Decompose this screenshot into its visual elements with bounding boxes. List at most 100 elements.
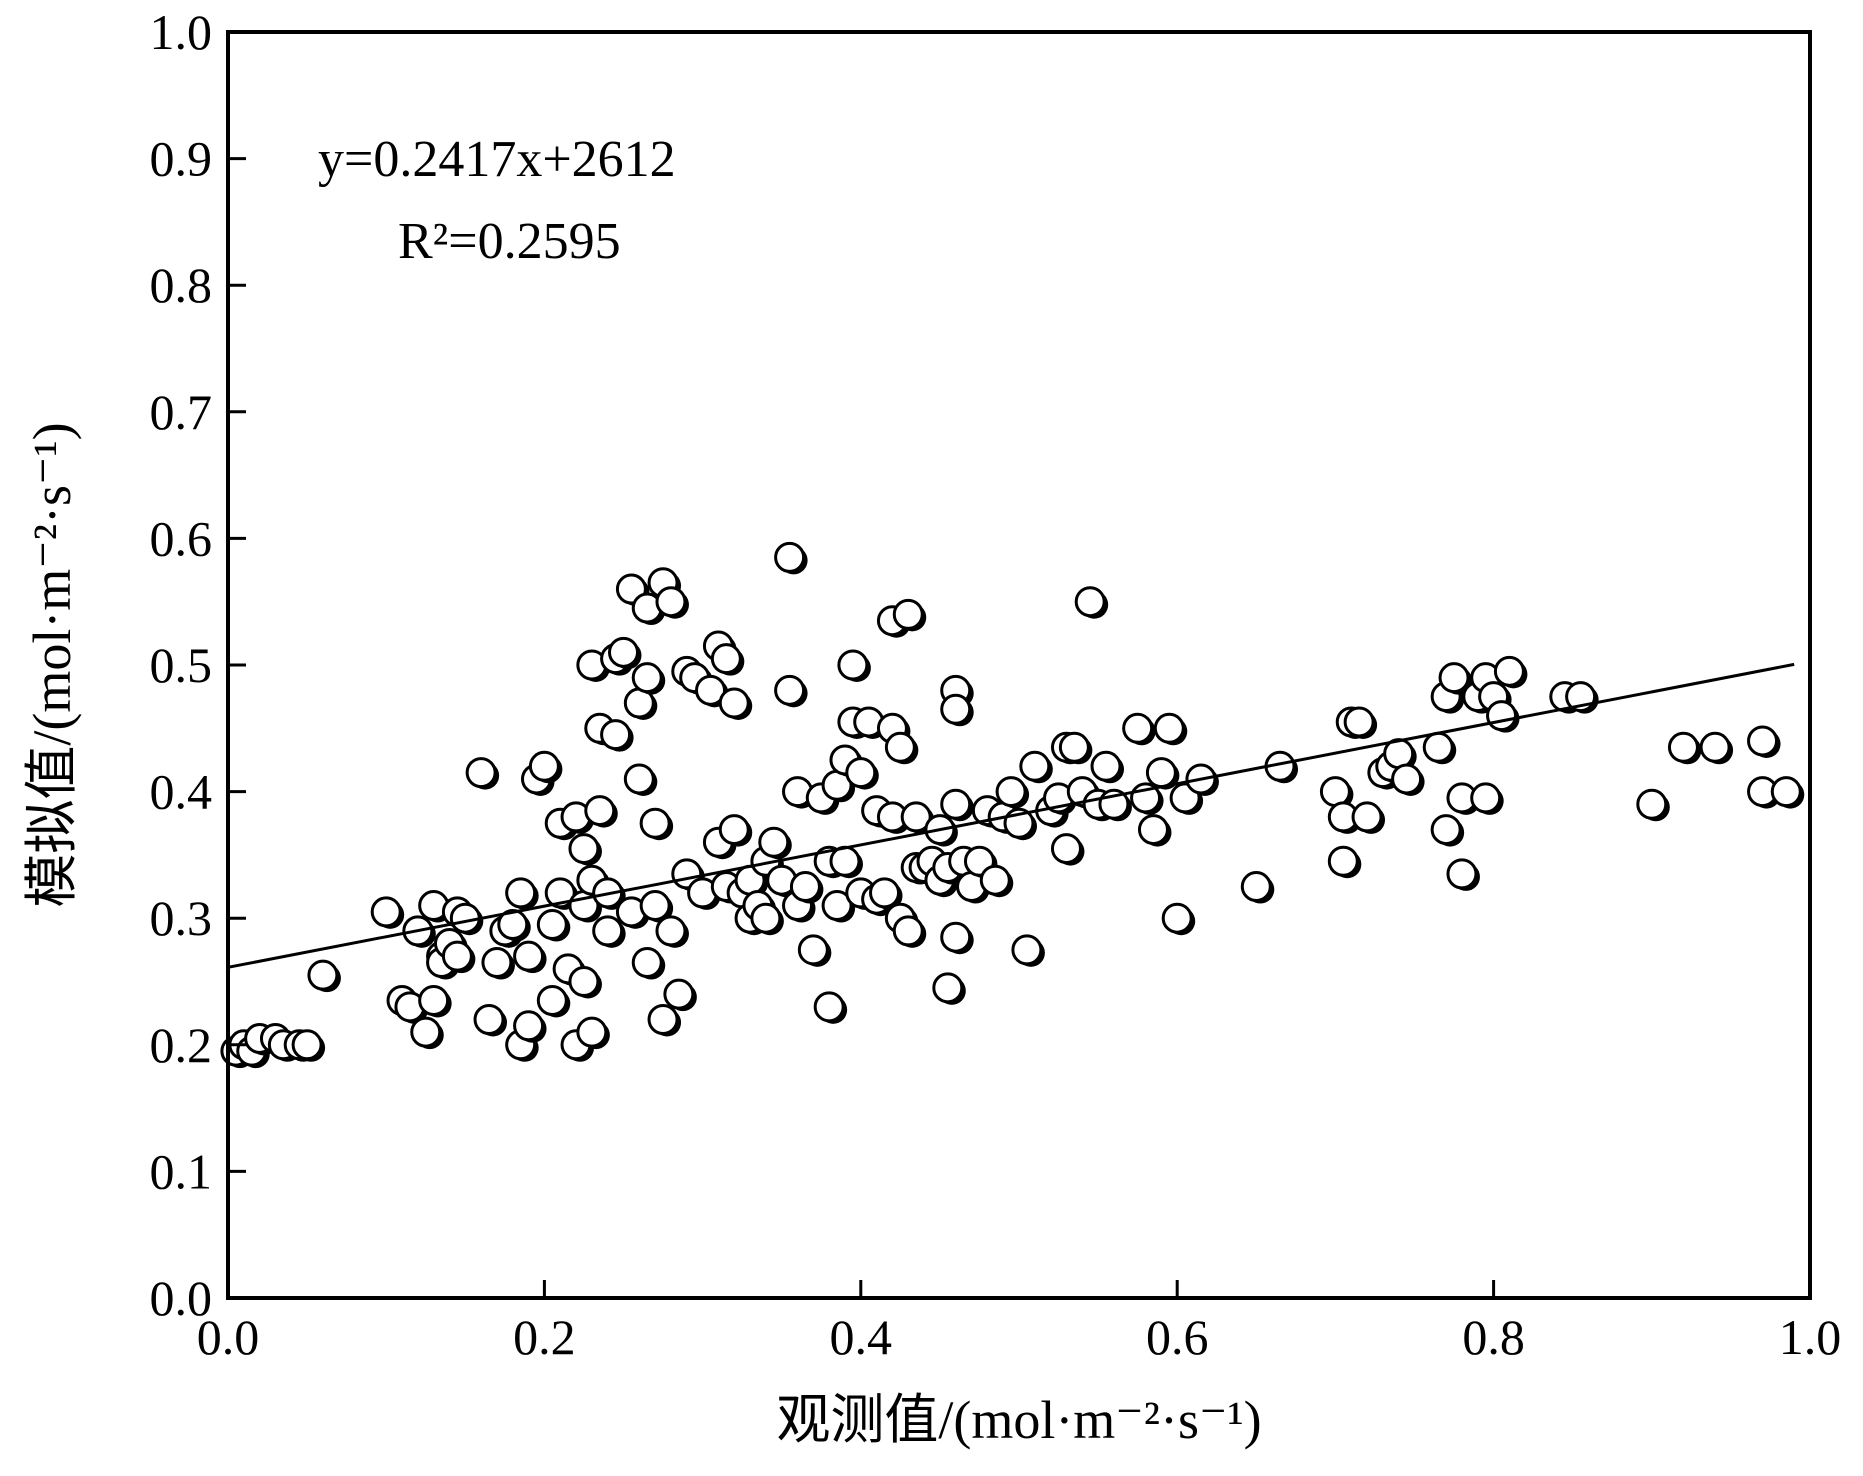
x-tick-label: 0.4 [830,1309,893,1365]
data-point [932,972,964,1004]
data-point [568,966,600,997]
data-point [979,864,1011,896]
data-point [718,687,750,719]
data-point [892,598,924,630]
data-point [1493,655,1525,687]
data-point [892,915,924,947]
x-axis-ticks: 0.0 0.2 0.4 0.6 0.8 1.0 [197,1280,1842,1365]
y-tick-label: 0.3 [150,890,213,946]
data-point [576,1016,608,1048]
data-point [1770,776,1802,808]
data-point [1327,845,1359,877]
data-point [536,984,568,1016]
x-tick-label: 1.0 [1779,1309,1842,1365]
data-point [473,1003,505,1035]
data-point [1319,776,1351,808]
data-point [1011,934,1043,966]
data-point [536,909,568,941]
y-tick-label: 0.6 [150,510,213,566]
data-point [1391,763,1423,795]
x-tick-label: 0.2 [513,1309,576,1365]
data-point [1137,814,1169,846]
y-tick-label: 0.9 [150,131,213,187]
data-point [1122,712,1154,744]
data-point [1019,750,1051,782]
data-point [592,915,624,947]
data-point [544,877,576,909]
y-tick-label: 0.2 [150,1017,213,1073]
y-tick-label: 0.1 [150,1143,213,1199]
data-point [789,871,821,903]
data-point [900,801,932,833]
data-point [1636,788,1668,820]
data-point [1240,871,1272,903]
data-point [307,959,339,991]
data-point [884,731,916,763]
data-point [1153,712,1185,744]
data-point [1470,782,1502,814]
x-axis-title: 观测值/(mol·m⁻²·s⁻¹) [776,1390,1261,1450]
data-point [821,890,853,922]
y-tick-label: 0.0 [150,1270,213,1326]
data-point [758,826,790,858]
data-point [481,947,513,979]
data-point [291,1029,323,1061]
data-point [718,814,750,846]
data-point [623,763,655,795]
y-tick-label: 0.4 [150,764,213,820]
data-point [600,719,632,751]
x-tick-label: 0.6 [1146,1309,1209,1365]
data-point [1699,731,1731,763]
y-axis-ticks: 0.0 0.1 0.2 0.3 0.4 0.5 0.6 0.7 0.8 0.9 1.0 [150,4,246,1326]
data-point [995,776,1027,808]
data-point [1050,833,1082,865]
y-tick-label: 0.7 [150,384,213,440]
data-point [465,757,497,789]
data-point [418,984,450,1016]
fit-equation: y=0.2417x+2612 [318,131,676,188]
data-point [1747,725,1779,757]
data-point [1667,731,1699,763]
data-point [797,934,829,966]
y-tick-label: 0.8 [150,257,213,313]
data-point [940,921,972,953]
data-point [1422,731,1454,763]
data-point [1090,750,1122,782]
data-point [513,940,545,972]
data-point [940,788,972,820]
data-point [1161,902,1193,934]
data-point [1145,757,1177,789]
y-tick-label: 1.0 [150,4,213,60]
data-point [1343,706,1375,738]
data-point [845,757,877,789]
data-point [837,649,869,681]
data-point [497,909,529,941]
data-point [647,1003,679,1035]
data-point [940,693,972,725]
data-point [639,890,671,922]
y-axis-title: 模拟值/(mol·m⁻²·s⁻¹) [22,422,82,907]
data-point [774,674,806,706]
data-point [710,643,742,675]
data-point [1438,662,1470,694]
data-point [1486,700,1518,732]
data-point [441,940,473,972]
data-point [370,896,402,928]
fit-line-layer [227,662,1795,969]
data-point [1446,858,1478,890]
data-point [1058,731,1090,763]
x-tick-label: 0.0 [197,1309,260,1365]
data-point [655,586,687,618]
data-point [631,947,663,979]
data-point [410,1016,442,1048]
regression-line [227,662,1795,969]
data-point [695,674,727,706]
data-point [774,541,806,573]
data-point [505,877,537,909]
data-point [528,750,560,782]
r-squared-label: R²=0.2595 [398,213,621,270]
data-point [1074,586,1106,618]
y-tick-label: 0.5 [150,637,213,693]
x-tick-label: 0.8 [1462,1309,1525,1365]
